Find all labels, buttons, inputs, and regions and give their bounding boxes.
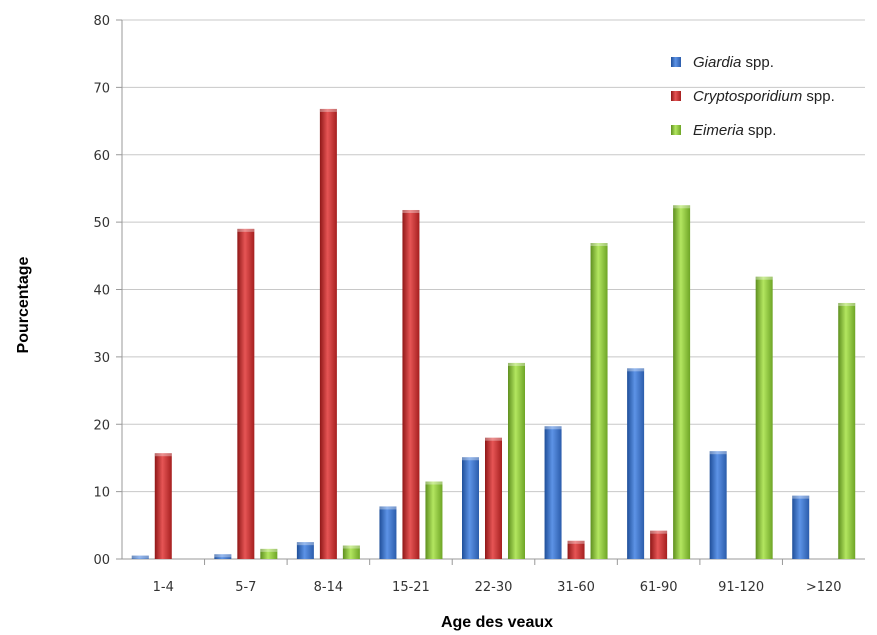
y-tick-label: 80	[93, 14, 110, 29]
x-axis-title: Age des veaux	[441, 614, 553, 631]
x-tick-label: 22-30	[475, 580, 513, 595]
x-tick-label: 31-60	[557, 580, 595, 595]
bars	[131, 108, 856, 560]
legend: Giardia spp. Cryptosporidium spp. Eimeria …	[671, 54, 835, 139]
bar-cryptosporidium-31-60	[567, 540, 585, 559]
bar-highlight	[590, 243, 608, 247]
y-tick-label: 40	[93, 284, 110, 299]
x-tick-label: 1-4	[153, 580, 174, 595]
bar-highlight	[485, 437, 502, 441]
bar-cryptosporidium-22-30	[485, 437, 502, 559]
bar-eimeria-91-120	[755, 276, 773, 559]
bar-eimeria-8-14	[342, 545, 360, 559]
x-tick-label: 15-21	[392, 580, 430, 595]
x-tick-label: 91-120	[718, 580, 764, 595]
bar-giardia->120	[792, 495, 810, 559]
bar-highlight	[214, 554, 232, 558]
bar-highlight	[342, 545, 360, 549]
bar-highlight	[838, 302, 856, 306]
bar-cryptosporidium-8-14	[319, 108, 337, 559]
bar-highlight	[402, 209, 420, 213]
bar-highlight	[154, 453, 172, 457]
bar-highlight	[673, 205, 691, 209]
bar-highlight	[755, 276, 773, 280]
bar-highlight	[792, 495, 810, 499]
bar-eimeria->120	[838, 302, 856, 559]
bar-cryptosporidium-1-4	[154, 453, 172, 559]
y-tick-label: 70	[93, 81, 110, 96]
bar-giardia-8-14	[296, 542, 314, 559]
y-axis-title: Pourcentage	[15, 256, 32, 353]
legend-swatch-cryptosporidium	[671, 91, 681, 101]
bar-highlight	[379, 506, 397, 510]
bar-giardia-31-60	[544, 426, 562, 559]
bar-cryptosporidium-5-7	[237, 228, 255, 560]
y-tick-label: 00	[93, 553, 110, 568]
legend-label-eimeria: Eimeria spp.	[693, 122, 776, 139]
x-tick-label: 8-14	[314, 580, 344, 595]
x-tick-label: 5-7	[235, 580, 256, 595]
x-tick-label: >120	[806, 580, 842, 595]
bar-highlight	[237, 228, 255, 232]
bar-giardia-91-120	[709, 451, 727, 559]
bar-highlight	[296, 542, 314, 546]
y-tick-label: 30	[93, 351, 110, 366]
legend-swatch-giardia	[671, 57, 681, 67]
bar-giardia-61-90	[627, 368, 645, 559]
bar-highlight	[260, 548, 278, 552]
x-tick-label: 61-90	[640, 580, 678, 595]
y-tick-label: 10	[93, 486, 110, 501]
y-tick-label: 20	[93, 418, 110, 433]
x-axis-ticks: 1-4 5-7 8-14 15-21 22-30 31-60 61-90 91-120 >120	[153, 580, 842, 595]
y-tick-label: 50	[93, 216, 110, 231]
bar-highlight	[425, 481, 443, 485]
bar-giardia-15-21	[379, 506, 397, 559]
bar-highlight	[709, 451, 727, 455]
bar-giardia-22-30	[462, 457, 479, 559]
bar-eimeria-5-7	[260, 548, 278, 559]
bar-giardia-1-4	[131, 555, 149, 559]
y-axis-ticks: 00 10 20 30 40 50 60 70 80	[93, 14, 110, 568]
bar-cryptosporidium-61-90	[650, 530, 668, 559]
legend-label-cryptosporidium: Cryptosporidium spp.	[693, 88, 835, 105]
bar-highlight	[567, 540, 585, 544]
bar-eimeria-31-60	[590, 243, 608, 560]
legend-swatch-eimeria	[671, 125, 681, 135]
bar-highlight	[650, 530, 668, 534]
bar-highlight	[627, 368, 645, 372]
bar-highlight	[544, 426, 562, 430]
bar-eimeria-15-21	[425, 481, 443, 559]
bar-cryptosporidium-15-21	[402, 209, 420, 559]
bar-highlight	[462, 457, 479, 461]
bar-eimeria-22-30	[508, 362, 525, 559]
bar-highlight	[319, 108, 337, 112]
bar-highlight	[131, 555, 149, 559]
y-tick-label: 60	[93, 149, 110, 164]
bar-giardia-5-7	[214, 554, 232, 559]
legend-label-giardia: Giardia spp.	[693, 54, 774, 71]
bar-eimeria-61-90	[673, 205, 691, 559]
bar-highlight	[508, 362, 525, 366]
